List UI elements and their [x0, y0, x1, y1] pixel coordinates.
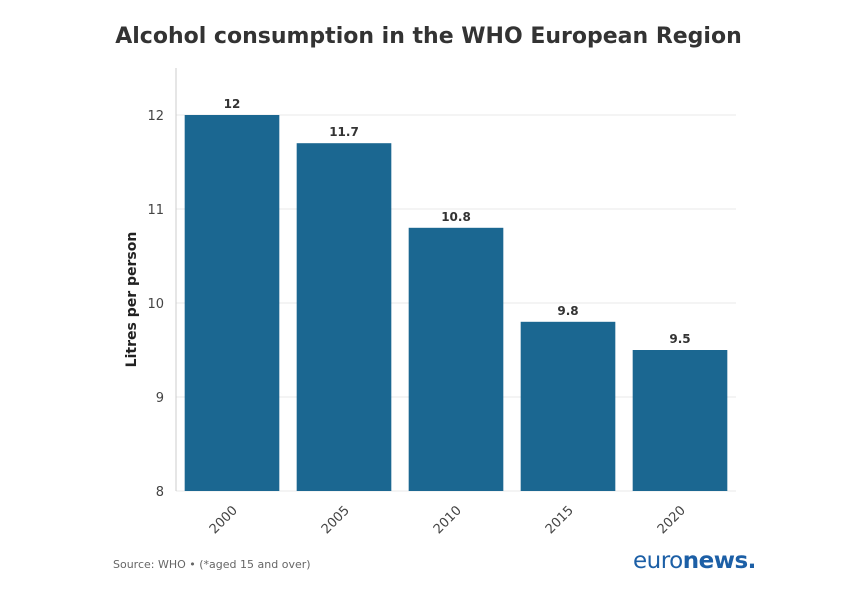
x-tick-label: 2010: [431, 503, 465, 537]
y-tick-label: 8: [156, 485, 164, 500]
y-axis-label: Litres per person: [124, 232, 140, 368]
euronews-logo: euronews.: [633, 548, 756, 574]
source-note: Source: WHO • (*aged 15 and over): [113, 558, 311, 571]
x-axis-ticks: 2000 2005 2010 2015 2020: [207, 503, 689, 537]
logo-text-news: news: [682, 548, 748, 574]
logo-text-euro: euro: [633, 548, 683, 574]
bar-value-labels: 12 11.7 10.8 9.8 9.5: [224, 97, 691, 346]
chart-title: Alcohol consumption in the WHO European …: [115, 24, 742, 49]
bar-value-label: 11.7: [329, 125, 359, 139]
x-tick-label: 2015: [543, 503, 577, 537]
x-tick-label: 2000: [207, 503, 241, 537]
y-axis-ticks: 8 9 10 11 12: [147, 109, 164, 500]
bar-value-label: 9.8: [557, 304, 578, 318]
bar-2015: [520, 321, 616, 491]
bar-value-label: 10.8: [441, 210, 471, 224]
bar-2010: [408, 227, 504, 492]
bars: [184, 115, 728, 492]
y-tick-label: 11: [147, 203, 164, 218]
bar-2005: [296, 143, 392, 491]
bar-value-label: 9.5: [669, 332, 690, 346]
x-tick-label: 2005: [319, 503, 353, 537]
logo-dot: .: [747, 548, 757, 574]
y-tick-label: 12: [147, 109, 164, 124]
y-tick-label: 10: [147, 297, 164, 312]
x-tick-label: 2020: [655, 503, 689, 537]
bar-2020: [632, 350, 728, 491]
bar-2000: [184, 115, 280, 491]
y-tick-label: 9: [156, 391, 164, 406]
bar-value-label: 12: [224, 97, 241, 111]
